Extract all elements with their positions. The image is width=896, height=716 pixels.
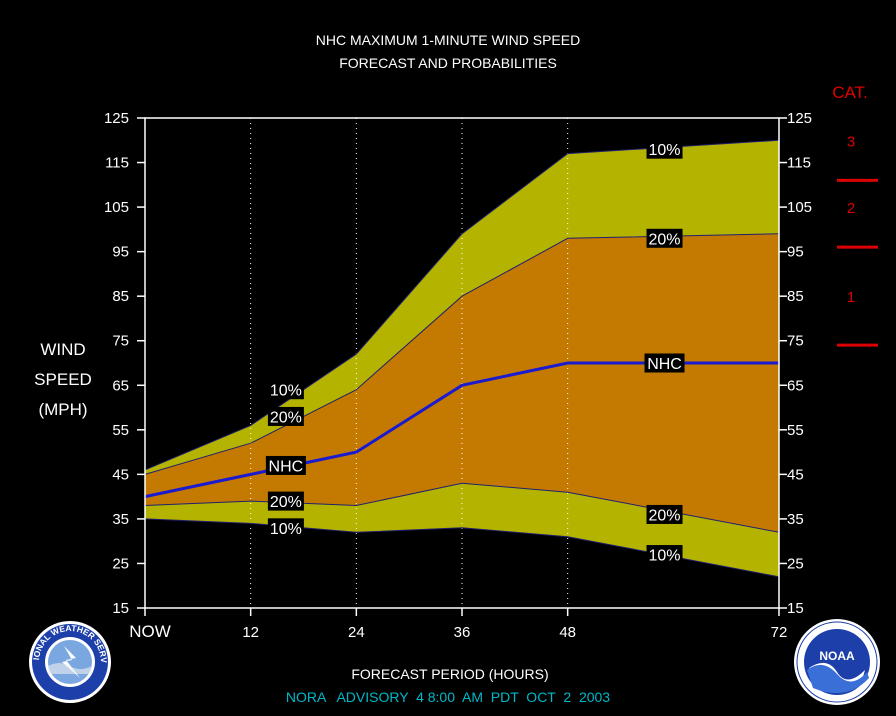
- noaa-logo-text: NOAA: [819, 649, 855, 663]
- chart-title-line2: FORECAST AND PROBABILITIES: [339, 55, 557, 71]
- y-tick-label: 105: [104, 199, 129, 216]
- y-tick-label: 95: [112, 244, 129, 261]
- category-scale: CAT. 3 2 1: [832, 83, 878, 347]
- series-label: 20%: [270, 409, 302, 426]
- y-tick-label: 25: [787, 555, 804, 572]
- series-label: 10%: [649, 142, 681, 159]
- series-label-bg: [267, 406, 304, 426]
- series-line-upper_20: [144, 233, 780, 475]
- series-line-lower_20: [144, 482, 780, 533]
- series-labels: 10% 20% NHC 20% 10% 10% 20% NHC 20% 10%: [265, 139, 685, 565]
- x-tick-label: 72: [771, 624, 788, 641]
- series-label: 20%: [649, 231, 681, 248]
- y-tick-label: 55: [787, 422, 804, 439]
- series-label: 20%: [649, 507, 681, 524]
- series-label: 10%: [270, 521, 302, 538]
- y-tick-label: 55: [112, 422, 129, 439]
- y-tick-label: 115: [787, 155, 811, 172]
- category-label: 1: [847, 289, 855, 306]
- y-axis-left: 125 115 105 95 85 75 65 55 45 35 25 15: [104, 110, 145, 617]
- y-tick-label: 35: [787, 511, 804, 528]
- y-tick-label: 45: [112, 466, 129, 483]
- y-tick-label: 75: [787, 333, 804, 350]
- y-tick-label: 25: [112, 555, 129, 572]
- noaa-logo: NOAA: [794, 619, 880, 705]
- series-label-bg: [646, 228, 683, 248]
- y-axis-right: 125 115 105 95 85 75 65 55 45 35 25 15: [779, 110, 812, 617]
- y-tick-label: 65: [112, 377, 129, 394]
- category-title: CAT.: [832, 83, 868, 102]
- y-tick-label: 15: [112, 600, 129, 617]
- series-line-nhc: [144, 361, 779, 499]
- series-label-bg: [265, 455, 306, 475]
- series-label-bg: [267, 491, 304, 511]
- series-label-bg: [644, 353, 685, 373]
- x-axis-label: FORECAST PERIOD (HOURS): [351, 666, 548, 682]
- series-lines: [144, 139, 780, 578]
- series-label-bg: [646, 545, 683, 565]
- y-tick-label: 105: [787, 199, 812, 216]
- x-tick-label: 24: [348, 624, 365, 641]
- y-tick-label: 125: [787, 110, 812, 127]
- x-tick-label: NOW: [129, 622, 171, 641]
- y-tick-label: 85: [112, 288, 129, 305]
- y-tick-label: 95: [787, 244, 804, 261]
- advisory-footer: NORA ADVISORY 4 8:00 AM PDT OCT 2 2003: [286, 689, 610, 705]
- series-label: NHC: [647, 356, 682, 373]
- y-tick-label: 35: [112, 511, 129, 528]
- series-label: 20%: [270, 494, 302, 511]
- y-tick-label: 85: [787, 288, 804, 305]
- y-axis-label-line: SPEED: [34, 370, 92, 389]
- nws-logo: NATIONAL WEATHER SERVICE: [29, 621, 111, 703]
- category-label: 3: [847, 133, 855, 150]
- series-label: 10%: [649, 548, 681, 565]
- series-label-bg: [267, 518, 304, 538]
- x-tick-label: 48: [559, 624, 576, 641]
- y-axis-label: WIND SPEED (MPH): [34, 340, 92, 419]
- series-label-bg: [646, 139, 683, 159]
- y-tick-label: 15: [787, 600, 804, 617]
- y-tick-label: 45: [787, 466, 804, 483]
- y-tick-label: 125: [104, 110, 129, 127]
- y-axis-label-line: (MPH): [38, 400, 87, 419]
- series-label: 10%: [270, 383, 302, 400]
- y-tick-label: 115: [105, 155, 129, 172]
- series-label: NHC: [269, 458, 304, 475]
- chart-title-line1: NHC MAXIMUM 1-MINUTE WIND SPEED: [316, 32, 580, 48]
- series-label-bg: [267, 380, 304, 400]
- category-label: 2: [847, 200, 855, 217]
- y-tick-label: 75: [112, 333, 129, 350]
- x-axis: NOW 12 24 36 48 72: [129, 608, 787, 641]
- x-tick-label: 36: [454, 624, 471, 641]
- y-axis-label-line: WIND: [40, 340, 85, 359]
- series-line-lower_10: [144, 518, 780, 578]
- series-line-upper_10: [144, 139, 780, 471]
- series-label-bg: [646, 504, 683, 524]
- y-tick-label: 65: [787, 377, 804, 394]
- x-tick-label: 12: [242, 624, 259, 641]
